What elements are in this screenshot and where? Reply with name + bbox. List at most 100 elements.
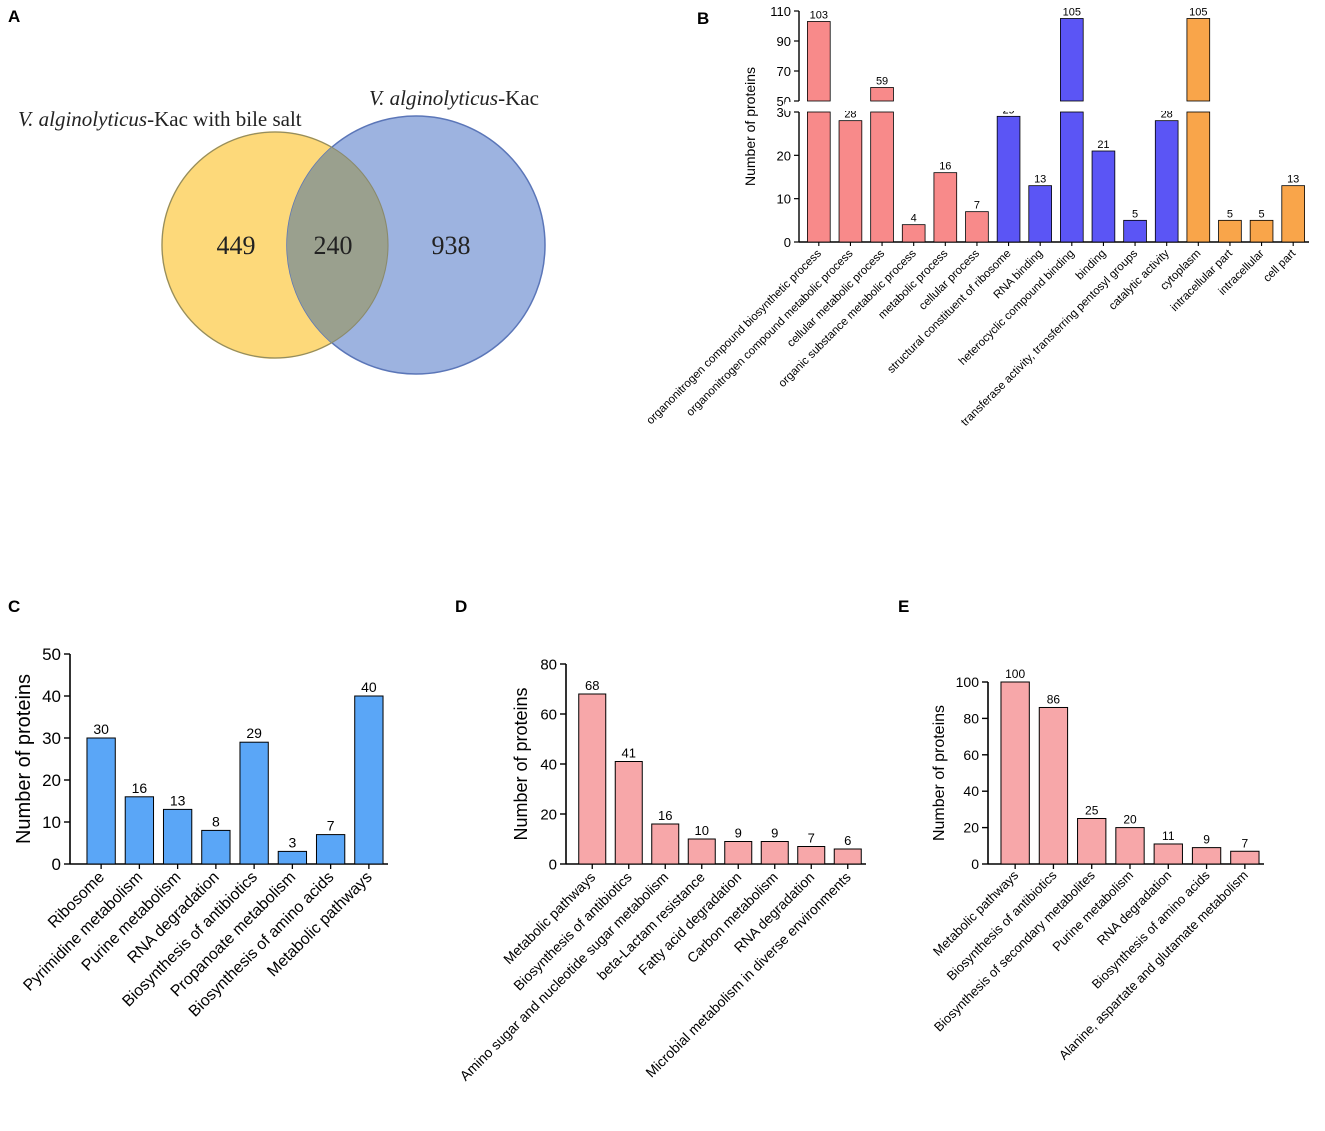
value-label-biosynthesis-of-amino-acids: 7 [327, 818, 335, 834]
bar-amino-sugar-and-nucleotide-sugar-metabolism [651, 823, 680, 865]
venn-overlap-region [287, 132, 388, 358]
bar-organonitrogen-compound-metabolic-process [838, 120, 863, 243]
value-label-biosynthesis-of-amino-acids: 9 [1203, 833, 1210, 847]
value-label-intracellular: 5 [1259, 208, 1265, 220]
bar-biosynthesis-of-amino-acids [1191, 847, 1222, 865]
bar-upper-heterocyclic-compound-binding [1060, 18, 1084, 102]
y-tick-label: 20 [42, 771, 61, 790]
y-tick-label: 0 [971, 856, 979, 872]
value-label-pyrimidine-metabolism: 16 [132, 780, 148, 796]
panel-label-d: D [455, 597, 467, 616]
y-tick-label: 20 [777, 148, 791, 163]
venn-overlap-count: 240 [314, 231, 353, 260]
value-label-fatty-acid-degradation: 9 [735, 826, 742, 841]
bar-structural-constituent-of-ribosome [996, 115, 1021, 243]
value-label-alanine-aspartate-and-glutamate-metabolism: 7 [1242, 836, 1249, 850]
y-tick-label: 40 [540, 756, 557, 773]
value-label-carbon-metabolism: 9 [771, 826, 778, 841]
bar-rna-degradation [1153, 843, 1183, 865]
bar-biosynthesis-of-amino-acids [315, 834, 346, 865]
y-tick-label: 80 [963, 710, 979, 726]
bar-metabolic-process [933, 172, 958, 243]
y-tick-label: 20 [540, 806, 557, 823]
panel-label-a: A [8, 7, 20, 26]
y-tick-label: 0 [52, 855, 61, 874]
bar-binding [1091, 150, 1116, 243]
bar-rna-binding [1028, 185, 1052, 243]
value-label-microbial-metabolism-in-diverse-environments: 6 [844, 833, 851, 848]
bar-cell-part [1281, 185, 1305, 243]
bar-beta-lactam-resistance [687, 838, 716, 865]
bar-lower-cellular-metabolic-process [870, 111, 894, 243]
bar-alanine-aspartate-and-glutamate-metabolism [1230, 850, 1260, 865]
value-label-heterocyclic-compound-binding: 105 [1063, 7, 1081, 19]
bar-purine-metabolism [162, 808, 193, 865]
y-tick-label: 80 [540, 656, 557, 673]
bar-rna-degradation [797, 846, 826, 865]
value-label-metabolic-pathways: 40 [361, 679, 377, 695]
venn-left-only-count: 449 [217, 231, 256, 260]
value-label-rna-degradation: 7 [808, 831, 815, 846]
bar-metabolic-pathways [578, 693, 607, 865]
venn-right-title-italic: V. alginolyticus [369, 86, 498, 110]
y-tick-label: 0 [549, 856, 557, 873]
value-label-biosynthesis-of-antibiotics: 41 [622, 746, 636, 761]
bar-metabolic-pathways [354, 695, 384, 865]
bar-intracellular [1249, 219, 1274, 243]
value-label-cytoplasm: 105 [1189, 7, 1207, 19]
value-label-ribosome: 30 [93, 721, 109, 737]
value-label-rna-binding: 13 [1034, 174, 1046, 186]
bar-biosynthesis-of-antibiotics [614, 761, 643, 865]
value-label-amino-sugar-and-nucleotide-sugar-metabolism: 16 [658, 808, 672, 823]
bar-fatty-acid-degradation [724, 841, 753, 865]
value-label-transferase-activity-transferring-pentosyl-groups: 5 [1132, 208, 1138, 220]
bar-lower-organonitrogen-compound-biosynthetic-process [807, 111, 831, 243]
value-label-propanoate-metabolism: 3 [288, 834, 296, 850]
venn-right-only-count: 938 [432, 231, 471, 260]
value-label-biosynthesis-of-antibiotics: 29 [246, 725, 262, 741]
bar-biosynthesis-of-antibiotics [239, 741, 269, 865]
y-tick-label: 40 [963, 783, 979, 799]
bar-organic-substance-metabolic-process [901, 224, 926, 243]
value-label-biosynthesis-of-secondary-metabolites: 25 [1085, 804, 1099, 818]
bar-upper-organonitrogen-compound-biosynthetic-process [807, 21, 831, 102]
value-label-metabolic-process: 16 [939, 161, 951, 173]
y-tick-label: 20 [963, 820, 979, 836]
panel-label-b: B [697, 9, 709, 28]
venn-right-title-rest: -Kac [498, 86, 539, 110]
value-label-metabolic-pathways: 68 [585, 678, 599, 693]
venn-diagram: V. alginolyticus-Kac with bile salt V. a… [18, 86, 546, 375]
y-tick-label: 70 [777, 64, 791, 79]
y-tick-label: 10 [777, 192, 791, 207]
value-label-metabolic-pathways: 100 [1005, 667, 1025, 681]
bar-lower-cytoplasm [1186, 111, 1211, 243]
y-axis-title: Number of proteins [13, 674, 35, 844]
value-label-rna-degradation: 8 [212, 813, 220, 829]
venn-left-title-rest: -Kac with bile salt [147, 107, 302, 131]
panel-label-e: E [898, 597, 909, 616]
category-label-cell-part: cell part [1261, 247, 1299, 285]
panel-label-c: C [8, 597, 20, 616]
value-label-organic-substance-metabolic-process: 4 [911, 213, 917, 225]
value-label-beta-lactam-resistance: 10 [695, 823, 709, 838]
bar-rna-degradation [201, 829, 231, 865]
value-label-catalytic-activity: 28 [1161, 109, 1173, 121]
bar-propanoate-metabolism [277, 850, 308, 865]
bar-upper-cytoplasm [1186, 18, 1211, 102]
value-label-organonitrogen-compound-metabolic-process: 28 [844, 109, 856, 121]
bar-upper-cellular-metabolic-process [870, 87, 894, 102]
bar-biosynthesis-of-antibiotics [1038, 706, 1069, 865]
category-label-heterocyclic-compound-binding: heterocyclic compound binding [957, 248, 1077, 368]
axis-break-gap [785, 102, 1311, 111]
bar-metabolic-pathways [1000, 681, 1030, 865]
y-tick-label: 0 [784, 235, 791, 250]
bar-pyrimidine-metabolism [124, 796, 155, 865]
bar-intracellular-part [1218, 219, 1242, 243]
bar-ribosome [86, 737, 116, 865]
bar-cellular-process [965, 211, 989, 243]
